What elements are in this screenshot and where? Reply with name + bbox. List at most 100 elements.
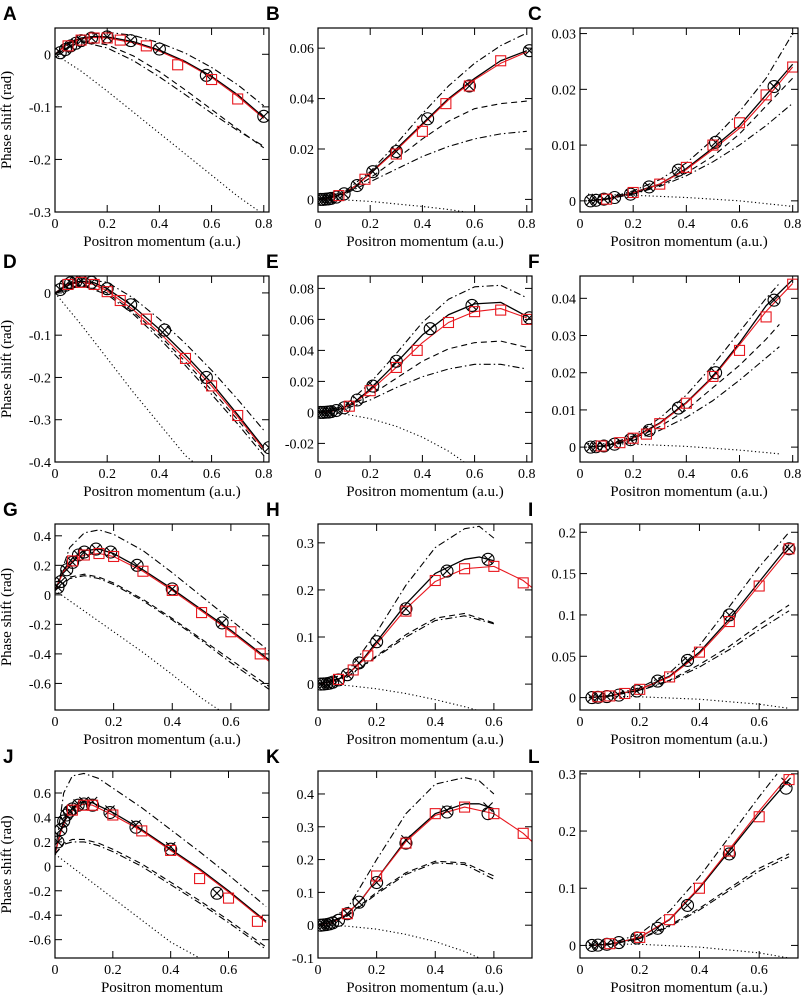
y-tick-label: 0	[44, 589, 51, 604]
marker-circle	[331, 913, 346, 927]
marker-square	[390, 148, 402, 160]
x-tick-label: 0.8	[784, 467, 802, 482]
y-tick-label: -0.3	[29, 206, 51, 221]
curve-dashed	[318, 340, 527, 413]
y-tick-label: -0.2	[29, 885, 51, 900]
marker-cross	[354, 657, 365, 668]
y-tick-label: 0	[569, 692, 576, 707]
x-tick-label: 0.4	[427, 715, 445, 730]
marker-circle	[709, 366, 723, 380]
x-axis-title: Positron momentum (a.u.)	[83, 732, 241, 748]
marker-cross	[601, 691, 612, 702]
plot-frame	[317, 523, 533, 711]
marker-square	[664, 914, 676, 926]
marker-cross	[331, 405, 342, 416]
x-tick-label: 0.2	[98, 217, 116, 232]
curve-solid-red	[55, 552, 269, 662]
plot-frame	[54, 770, 270, 959]
marker-circle	[722, 847, 736, 861]
marker-cross	[125, 299, 136, 310]
curve-dash-dot-lower	[55, 284, 265, 457]
marker-circle	[399, 836, 413, 850]
marker-square	[733, 117, 746, 129]
marker-square	[400, 837, 412, 849]
marker-square	[495, 55, 507, 67]
curve-dash-dot-upper	[318, 777, 495, 926]
marker-cross	[217, 617, 228, 628]
marker-circle	[55, 580, 65, 595]
marker-circle	[130, 558, 144, 572]
marker-cross	[682, 655, 693, 666]
y-tick-label: 0	[44, 48, 51, 63]
marker-square	[604, 938, 616, 950]
x-axis-title: Positron momentum (a.u.)	[346, 732, 504, 748]
marker-cross	[327, 917, 338, 928]
y-tick-label: 0	[569, 195, 576, 210]
curve-dash-dot-lower	[55, 841, 267, 950]
marker-cross	[592, 940, 603, 951]
y-tick-label: 0	[569, 441, 576, 456]
marker-cross	[391, 356, 402, 367]
marker-circle	[326, 675, 340, 689]
y-tick-label: 0.03	[552, 28, 577, 43]
marker-cross	[682, 900, 693, 911]
marker-cross	[724, 848, 735, 859]
y-tick-label: 0	[44, 860, 51, 875]
curve-dash-dot-lower	[318, 363, 527, 413]
marker-square	[136, 825, 148, 837]
marker-square	[459, 801, 471, 813]
y-tick-label: 0.2	[297, 584, 315, 599]
marker-cross	[321, 678, 332, 689]
marker-square	[165, 844, 177, 856]
marker-cross	[264, 442, 269, 453]
x-tick-label: 0.8	[518, 467, 536, 482]
curve-dashed	[55, 573, 269, 687]
marker-square	[733, 344, 746, 356]
plot-area	[318, 32, 532, 212]
marker-circle	[651, 674, 665, 688]
marker-square	[196, 607, 208, 619]
y-tick-label: 0.02	[290, 375, 315, 390]
marker-square	[206, 380, 218, 392]
marker-square	[88, 278, 100, 291]
marker-circle	[767, 293, 781, 307]
y-tick-label: 0.02	[552, 83, 577, 98]
marker-cross	[442, 566, 452, 577]
plot-frame	[54, 275, 270, 463]
x-tick-label: 0.2	[631, 715, 649, 730]
marker-square	[640, 428, 653, 440]
marker-square	[488, 808, 500, 820]
marker-cross	[784, 543, 795, 554]
marker-cross	[102, 31, 113, 42]
marker-square	[634, 683, 646, 695]
marker-circle	[71, 548, 86, 562]
marker-cross	[442, 805, 452, 816]
curve-dashed	[55, 283, 265, 452]
x-tick-label: 0.6	[466, 467, 484, 482]
marker-circle	[366, 165, 380, 179]
marker-square	[78, 549, 90, 561]
x-tick-label: 0.6	[220, 963, 238, 978]
panel-d: D 0 0.2 0.4 0.6 0.8 0 -0.1 -0.2 -0.3 -0.4 Positron …	[0, 252, 273, 500]
y-tick-label: 0.04	[290, 344, 315, 359]
curve-solid-red	[587, 283, 794, 448]
x-tick-label: 0.8	[255, 467, 273, 482]
y-tick-label: 0	[307, 193, 314, 208]
y-tick-label: 0.4	[34, 811, 52, 826]
marker-cross	[79, 547, 90, 558]
marker-cross	[724, 609, 735, 620]
y-tick-label: 0.3	[297, 537, 315, 552]
marker-cross	[652, 923, 663, 934]
marker-square	[723, 615, 735, 628]
y-tick-label: 0.3	[559, 768, 577, 783]
x-tick-label: 0	[577, 715, 584, 730]
marker-square	[62, 40, 74, 52]
y-tick-label: 0.3	[297, 821, 315, 836]
marker-circle	[671, 163, 685, 177]
curve-solid-black	[55, 35, 265, 118]
plot-area	[318, 525, 532, 710]
curve-dashed	[318, 100, 527, 200]
curve-solid-black	[55, 548, 269, 661]
marker-cross	[483, 802, 494, 813]
